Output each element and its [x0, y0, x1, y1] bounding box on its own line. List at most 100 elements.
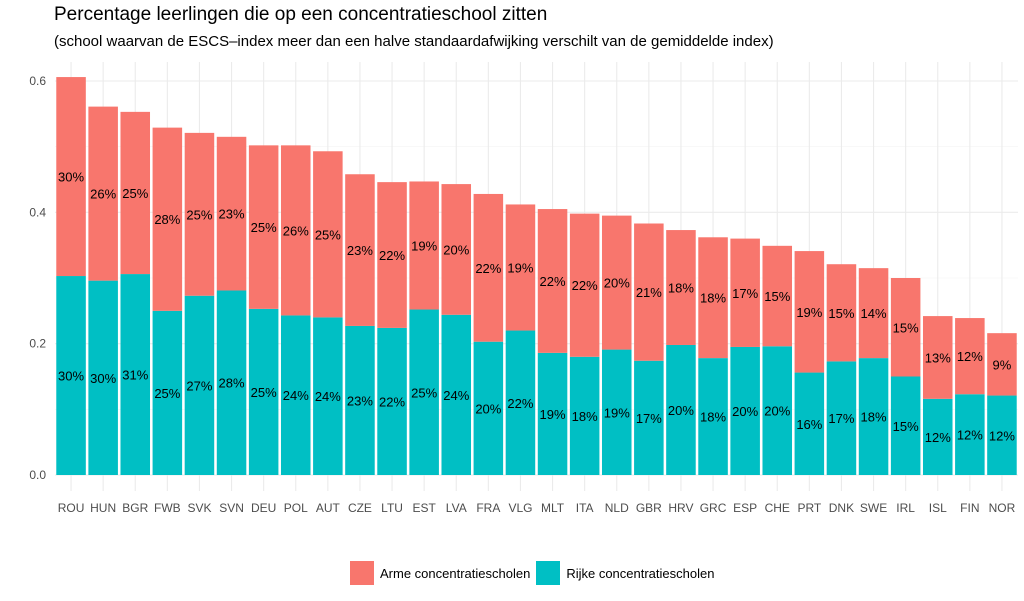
x-tick-label: LTU: [381, 501, 403, 515]
bar-arme-POL: [280, 145, 311, 316]
x-tick-label: FRA: [476, 501, 500, 515]
bar-rijke-EST: [409, 309, 439, 475]
data-label-arme: 20%: [443, 242, 469, 257]
data-label-rijke: 18%: [572, 409, 598, 424]
bar-arme-HUN: [88, 106, 118, 281]
bar-rijke-GRC: [698, 358, 728, 475]
data-label-arme: 18%: [700, 291, 726, 306]
data-label-rijke: 18%: [861, 410, 887, 425]
x-tick-label: CHE: [765, 501, 790, 515]
bar-rijke-LTU: [377, 327, 407, 475]
data-label-arme: 22%: [475, 261, 501, 276]
data-label-arme: 9%: [993, 357, 1012, 372]
data-label-rijke: 20%: [764, 404, 790, 419]
data-label-rijke: 17%: [636, 411, 662, 426]
bar-rijke-AUT: [313, 317, 343, 475]
bar-rijke-HRV: [666, 344, 696, 475]
x-tick-label: GBR: [636, 501, 662, 515]
bar-rijke-NOR: [987, 395, 1017, 475]
data-label-rijke: 25%: [411, 385, 437, 400]
bar-arme-LTU: [377, 182, 407, 328]
x-tick-label: ESP: [733, 501, 757, 515]
data-label-rijke: 30%: [90, 371, 116, 386]
x-tick-label: AUT: [316, 501, 341, 515]
data-label-arme: 23%: [347, 243, 373, 258]
bar-arme-SVK: [184, 132, 215, 296]
bar-arme-PRT: [794, 251, 825, 373]
bar-arme-FWB: [152, 127, 183, 311]
data-label-arme: 25%: [251, 220, 277, 235]
x-tick-label: FIN: [960, 501, 979, 515]
data-label-rijke: 17%: [828, 411, 854, 426]
bar-arme-DEU: [248, 145, 279, 309]
y-axis: 0.0 0.2 0.4 0.6: [29, 74, 46, 482]
data-label-rijke: 24%: [283, 388, 309, 403]
data-label-rijke: 16%: [796, 417, 822, 432]
y-tick-label: 0.6: [29, 74, 46, 88]
x-tick-label: DNK: [829, 501, 854, 515]
bar-rijke-LVA: [441, 314, 472, 475]
data-label-rijke: 19%: [604, 405, 630, 420]
bar-arme-CZE: [345, 174, 375, 326]
legend-item-arme: Arme concentratiescholen: [350, 561, 530, 585]
data-label-rijke: 24%: [315, 389, 341, 404]
data-label-arme: 22%: [379, 248, 405, 263]
bar-arme-NLD: [601, 215, 632, 350]
bar-rijke-CZE: [345, 325, 375, 475]
x-tick-label: CZE: [348, 501, 372, 515]
bar-arme-GBR: [634, 223, 664, 361]
bar-rijke-PRT: [794, 372, 825, 475]
data-label-rijke: 28%: [219, 376, 245, 391]
bar-arme-EST: [409, 181, 439, 310]
data-label-arme: 26%: [283, 223, 309, 238]
x-tick-label: PRT: [797, 501, 821, 515]
bar-arme-VLG: [505, 204, 536, 331]
data-label-arme: 25%: [186, 207, 212, 222]
bar-rijke-MLT: [537, 352, 568, 475]
bar-arme-FIN: [955, 318, 985, 395]
bar-arme-ESP: [730, 238, 760, 347]
x-tick-label: ISL: [929, 501, 947, 515]
bars: [56, 77, 1017, 475]
data-label-arme: 19%: [411, 238, 437, 253]
data-label-rijke: 22%: [507, 396, 533, 411]
bar-arme-ITA: [569, 213, 600, 357]
bar-rijke-SVK: [184, 295, 215, 475]
bar-arme-CHE: [762, 245, 793, 347]
data-label-arme: 17%: [732, 286, 758, 301]
bar-rijke-POL: [280, 315, 311, 475]
bar-rijke-IRL: [890, 376, 921, 475]
bar-arme-DNK: [826, 264, 857, 362]
x-tick-label: EST: [412, 501, 436, 515]
x-tick-label: FWB: [154, 501, 181, 515]
data-labels: 30% 30% 30% 26% 31% 25% 25% 28% 27% 25% 28% 23% 25% 2…: [58, 170, 1015, 445]
data-label-rijke: 22%: [379, 394, 405, 409]
bar-arme-FRA: [473, 193, 504, 342]
bar-arme-GRC: [698, 237, 728, 359]
x-tick-label: ROU: [58, 501, 85, 515]
data-label-rijke: 20%: [475, 401, 501, 416]
data-label-rijke: 25%: [251, 385, 277, 400]
bar-rijke-HUN: [88, 280, 118, 475]
data-label-rijke: 12%: [989, 428, 1015, 443]
bar-rijke-FWB: [152, 310, 183, 475]
x-tick-label: LVA: [446, 501, 467, 515]
bar-rijke-FRA: [473, 341, 504, 475]
data-label-rijke: 23%: [347, 393, 373, 408]
data-label-arme: 20%: [604, 276, 630, 291]
x-tick-label: SVN: [219, 501, 244, 515]
x-tick-label: NOR: [989, 501, 1016, 515]
legend-label-rijke: Rijke concentratiescholen: [566, 565, 715, 581]
legend-item-rijke: Rijke concentratiescholen: [536, 561, 714, 585]
x-tick-label: VLG: [508, 501, 532, 515]
data-label-arme: 19%: [796, 305, 822, 320]
bar-rijke-DNK: [826, 361, 857, 475]
x-tick-label: MLT: [541, 501, 565, 515]
data-label-arme: 22%: [540, 274, 566, 289]
x-tick-label: DEU: [251, 501, 276, 515]
x-tick-label: POL: [284, 501, 308, 515]
bar-arme-SVN: [216, 136, 247, 291]
legend-label-arme: Arme concentratiescholen: [380, 565, 531, 581]
